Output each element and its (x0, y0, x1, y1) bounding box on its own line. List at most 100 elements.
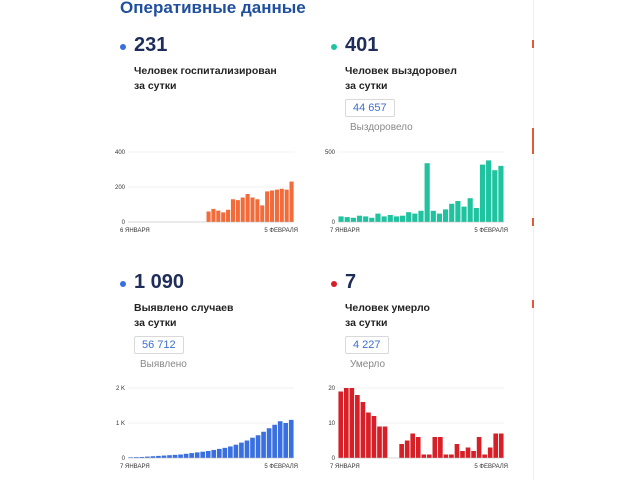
y-tick-label: 400 (115, 150, 126, 156)
chart-bar (432, 437, 438, 458)
chart-bar (382, 426, 388, 458)
chart-bar (461, 206, 467, 222)
chart-bar (467, 198, 473, 222)
chart-bar (421, 454, 427, 458)
chart-bar (250, 437, 255, 458)
stat-number: 231 (134, 34, 168, 56)
chart-bar (235, 200, 240, 223)
chart-bar (492, 170, 498, 222)
y-tick-label: 10 (328, 421, 335, 427)
chart-bar (343, 388, 349, 458)
chart-bar (265, 191, 270, 223)
right-sidebar-edge (532, 0, 640, 480)
chart-bar (443, 209, 449, 222)
chart-bar (230, 199, 236, 222)
x-tick-label: 5 ФЕВРАЛЯ (264, 228, 298, 234)
chart-bar (216, 210, 221, 223)
chart-bar (289, 181, 294, 222)
chart-bar (205, 451, 211, 458)
chart-bar (344, 217, 350, 222)
chart-bar (228, 446, 233, 458)
stat-label-line2: за сутки (134, 317, 177, 329)
chart-bar (338, 391, 344, 458)
recovered-bar-chart: 0 500 7 ЯНВАРЯ 5 ФЕВРАЛЯ (325, 150, 508, 234)
chart-bar (460, 451, 465, 458)
chart-bar (424, 163, 430, 222)
y-tick-label: 20 (328, 386, 335, 392)
chart-bar (128, 457, 134, 458)
chart-bar (465, 447, 471, 458)
chart-bar (245, 194, 250, 222)
chart-bar (194, 452, 200, 458)
stat-label: Выявлено случаев за сутки (134, 301, 304, 331)
total-box: 4 227 (345, 336, 389, 354)
chart-bar (260, 205, 265, 223)
total-box: 44 657 (345, 99, 395, 117)
chart-bar (274, 189, 279, 223)
chart-bar (145, 456, 150, 458)
chart-bar (167, 455, 172, 458)
chart-bar (430, 210, 436, 222)
stat-label-line1: Человек госпитализирован (134, 65, 277, 77)
x-tick-label: 5 ФЕВРАЛЯ (474, 464, 508, 470)
edge-mark (532, 218, 534, 226)
chart-bar (178, 454, 183, 458)
stat-label-line1: Выявлено случаев (134, 302, 234, 314)
chart-bar (406, 212, 412, 222)
chart-bar (449, 203, 455, 222)
x-tick-label: 7 ЯНВАРЯ (120, 464, 150, 470)
total-label: Умерло (350, 359, 386, 370)
stat-number: 7 (345, 271, 357, 293)
chart-bar (426, 454, 432, 458)
chart-bar (161, 455, 167, 458)
x-tick-label: 6 ЯНВАРЯ (120, 228, 150, 234)
chart-bar (399, 215, 406, 222)
chart-bar (255, 435, 261, 458)
chart-bar (387, 215, 393, 222)
chart-bar (381, 216, 387, 222)
chart-bar (360, 402, 366, 458)
chart-bar (172, 454, 178, 458)
chart-bar (498, 165, 504, 222)
chart-bar (288, 419, 294, 458)
chart-bar (338, 216, 344, 222)
chart-bar (139, 456, 145, 458)
chart-bar (269, 190, 275, 222)
hospitalized-bar-chart: 0 200 400 6 ЯНВАРЯ 5 ФЕВРАЛЯ (115, 150, 298, 234)
chart-bar (239, 442, 244, 458)
stat-label-line1: Человек выздоровел (345, 65, 457, 77)
y-tick-label: 1 K (116, 421, 125, 427)
chart-bar (156, 455, 161, 458)
chart-bar (244, 440, 250, 458)
chart-bar (200, 451, 206, 458)
stat-label: Человек выздоровел за сутки (345, 64, 515, 94)
edge-mark (532, 128, 534, 154)
chart-bar (410, 433, 416, 458)
chart-bar (222, 447, 228, 458)
chart-bar (272, 424, 277, 458)
chart-bar (216, 448, 222, 458)
chart-bar (250, 197, 255, 222)
stat-number: 1 090 (134, 271, 185, 293)
x-tick-label: 5 ФЕВРАЛЯ (474, 228, 508, 234)
total-label: Выявлено (140, 359, 187, 370)
chart-bar (399, 444, 404, 458)
chart-bar (277, 421, 283, 458)
chart-bar (479, 164, 486, 222)
chart-bar (366, 412, 371, 458)
stat-label-line2: за сутки (345, 317, 388, 329)
y-tick-label: 500 (325, 150, 336, 156)
x-tick-label: 7 ЯНВАРЯ (330, 464, 360, 470)
chart-bar (233, 444, 239, 458)
chart-bar (455, 201, 461, 222)
deaths-bar-chart: 0 10 20 7 ЯНВАРЯ 5 ФЕВРАЛЯ (328, 386, 508, 470)
stat-label-line2: за сутки (134, 80, 177, 92)
chart-bar (412, 213, 418, 222)
chart-bar (493, 433, 499, 458)
chart-bar (369, 217, 375, 222)
chart-bar (206, 211, 211, 222)
total-box: 56 712 (134, 336, 184, 354)
chart-bar (371, 416, 377, 458)
chart-bar (415, 437, 421, 458)
chart-bar (150, 456, 156, 458)
